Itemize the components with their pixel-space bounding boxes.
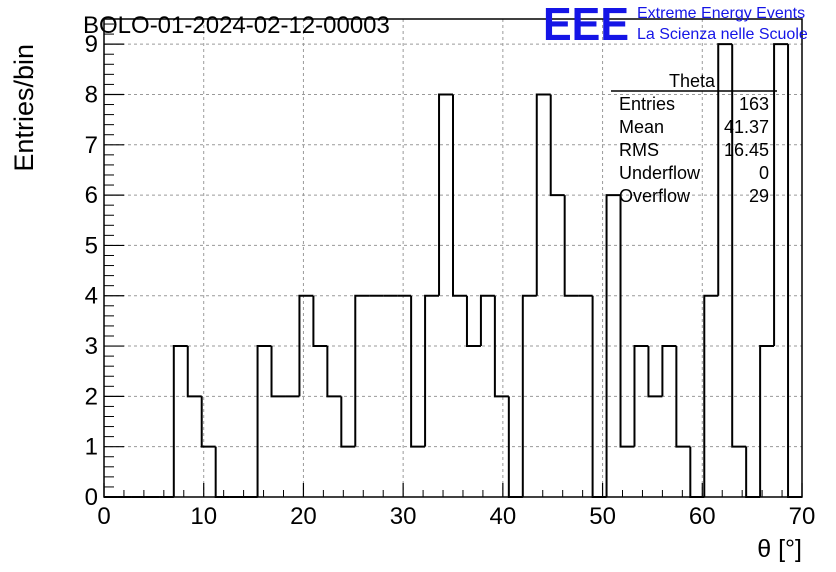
stats-box: Theta Entries 163 Mean 41.37 RMS 16.45 Underfl… (611, 71, 777, 206)
histogram-bin (633, 345, 649, 447)
axes: 0 10 20 30 40 50 60 70 0 1 2 3 4 5 6 7 8 9 (85, 18, 816, 530)
chart-title: BOLO-01-2024-02-12-00003 (83, 12, 390, 39)
histogram-bin (605, 194, 621, 497)
x-tick-label: 60 (689, 503, 716, 530)
x-tick-label: 20 (290, 503, 317, 530)
y-tick-label: 0 (85, 484, 98, 511)
histogram-bin (452, 94, 467, 297)
histogram-bin (549, 94, 565, 197)
logo-line1: Extreme Energy Events (637, 5, 805, 22)
histogram-bin (200, 396, 216, 448)
stats-row-label: Underflow (619, 163, 701, 183)
stats-title: Theta (669, 71, 716, 91)
histogram-bin (326, 346, 342, 398)
histogram-bin (312, 295, 328, 348)
histogram-bin (270, 346, 286, 398)
x-tick-label: 10 (190, 503, 217, 530)
x-tick-label: 0 (97, 503, 110, 530)
histogram-bin (787, 44, 802, 498)
histogram-bin (675, 346, 691, 448)
y-tick-label: 3 (85, 333, 98, 360)
x-axis-label: θ [°] (757, 535, 802, 563)
histogram-bin (354, 294, 370, 447)
y-tick-label: 8 (85, 81, 98, 108)
logo-mark: EEE (543, 0, 629, 50)
histogram-bin (745, 446, 761, 498)
histogram-bin (731, 44, 747, 448)
histogram-bin (438, 93, 453, 296)
histogram-bin (410, 295, 426, 448)
stats-rows: Entries 163 Mean 41.37 RMS 16.45 Underflow 0 Ove… (619, 94, 769, 206)
y-tick-label: 9 (85, 31, 98, 58)
stats-row-value: 29 (749, 186, 769, 206)
stats-row-label: RMS (619, 140, 659, 160)
x-tick-label: 30 (390, 503, 417, 530)
y-tick-label: 5 (85, 232, 98, 259)
histogram-bin (759, 345, 775, 497)
histogram-bin (186, 346, 202, 398)
y-tick-label: 6 (85, 182, 98, 209)
histogram-bin (172, 345, 188, 497)
histogram-bin (535, 93, 551, 296)
histogram-bin (298, 294, 314, 397)
stats-row-label: Mean (619, 117, 664, 137)
x-tick-label: 50 (589, 503, 616, 530)
histogram-bin (521, 294, 537, 497)
histogram-bin (340, 396, 356, 448)
histogram-bin (424, 294, 440, 447)
stats-row-value: 16.45 (724, 140, 769, 160)
x-tick-label: 70 (789, 503, 816, 530)
y-tick-label: 7 (85, 132, 98, 159)
histogram-bin (773, 43, 789, 347)
histogram-bin (493, 295, 509, 398)
logo-line2: La Scienza nelle Scuole (637, 26, 808, 43)
histogram-bin (717, 43, 733, 296)
histogram-bin (661, 345, 677, 397)
x-tick-label: 40 (490, 503, 517, 530)
stats-row-label: Entries (619, 94, 675, 114)
stats-row-value: 0 (759, 163, 769, 183)
histogram-bin (563, 195, 579, 297)
y-tick-label: 4 (85, 283, 98, 310)
y-tick-label: 1 (85, 434, 98, 461)
histogram-bin (214, 446, 230, 498)
eee-logo: EEE Extreme Energy Events La Scienza nel… (543, 0, 808, 50)
histogram-bin (465, 295, 481, 348)
stats-row-value: 41.37 (724, 117, 769, 137)
y-tick-label: 2 (85, 383, 98, 410)
histogram-bin (479, 294, 495, 347)
stats-row-label: Overflow (619, 186, 691, 206)
plot-frame (103, 18, 803, 498)
histogram-bin (647, 346, 663, 398)
histogram-bin (703, 294, 719, 497)
stats-row-value: 163 (739, 94, 769, 114)
histogram-bin (619, 195, 635, 448)
histogram-bin (256, 345, 272, 497)
histogram-outline (104, 43, 802, 498)
y-axis-label: Entries/bin (9, 44, 39, 172)
